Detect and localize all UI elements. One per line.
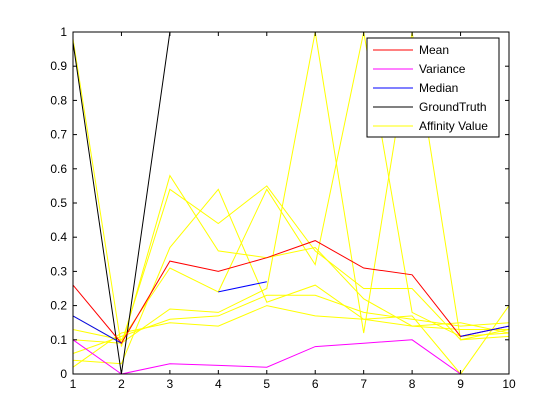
x-tick-label: 2 (118, 377, 125, 391)
legend: Mean Variance Median GroundTruth Affinity Va… (366, 37, 500, 138)
y-tick-label: 0.7 (50, 128, 67, 142)
x-tick-label: 1 (70, 377, 77, 391)
y-tick-label: 1 (60, 25, 67, 39)
legend-label-mean: Mean (419, 43, 449, 57)
x-tick-label: 5 (263, 377, 270, 391)
legend-label-median: Median (419, 81, 458, 95)
series-line-affinity-value-1 (72, 185, 510, 344)
y-tick-label: 0.8 (50, 93, 67, 107)
legend-label-variance: Variance (419, 62, 466, 76)
series-line-affinity-value-3 (72, 31, 510, 344)
y-tick-label: 0.6 (50, 162, 67, 176)
series-line-median-10 (72, 315, 122, 344)
y-tick-label: 0.1 (50, 333, 67, 347)
y-tick-label: 0.4 (50, 230, 67, 244)
series-line-affinity-value-0 (72, 38, 509, 347)
x-tick-label: 8 (409, 377, 416, 391)
series-line-median-11 (218, 281, 267, 293)
y-tick-label: 0.5 (50, 196, 67, 210)
x-tick-label: 3 (167, 377, 174, 391)
series-line-affinity-value-6 (72, 305, 510, 375)
series-line-mean-8 (72, 240, 510, 345)
y-tick-label: 0.9 (50, 59, 67, 73)
y-tick-label: 0 (60, 367, 67, 381)
x-axis: 1 2 3 4 5 6 7 8 9 10 (70, 32, 516, 391)
legend-label-affinity-value: Affinity Value (419, 119, 488, 133)
series-line-median-12 (460, 325, 510, 337)
x-tick-label: 7 (360, 377, 367, 391)
x-tick-label: 10 (502, 377, 516, 391)
x-tick-label: 6 (312, 377, 319, 391)
x-tick-label: 9 (457, 377, 464, 391)
series-line-affinity-value-5 (72, 188, 510, 365)
legend-box (366, 37, 500, 138)
x-tick-label: 4 (215, 377, 222, 391)
y-axis: 0 0.1 0.2 0.3 0.4 0.5 0.6 0.7 0.8 0.9 1 (50, 25, 509, 381)
legend-label-groundtruth: GroundTruth (419, 100, 487, 114)
y-tick-label: 0.3 (50, 264, 67, 278)
series-line-variance-9 (72, 339, 509, 375)
y-tick-label: 0.2 (50, 299, 67, 313)
series-layer (72, 31, 510, 375)
